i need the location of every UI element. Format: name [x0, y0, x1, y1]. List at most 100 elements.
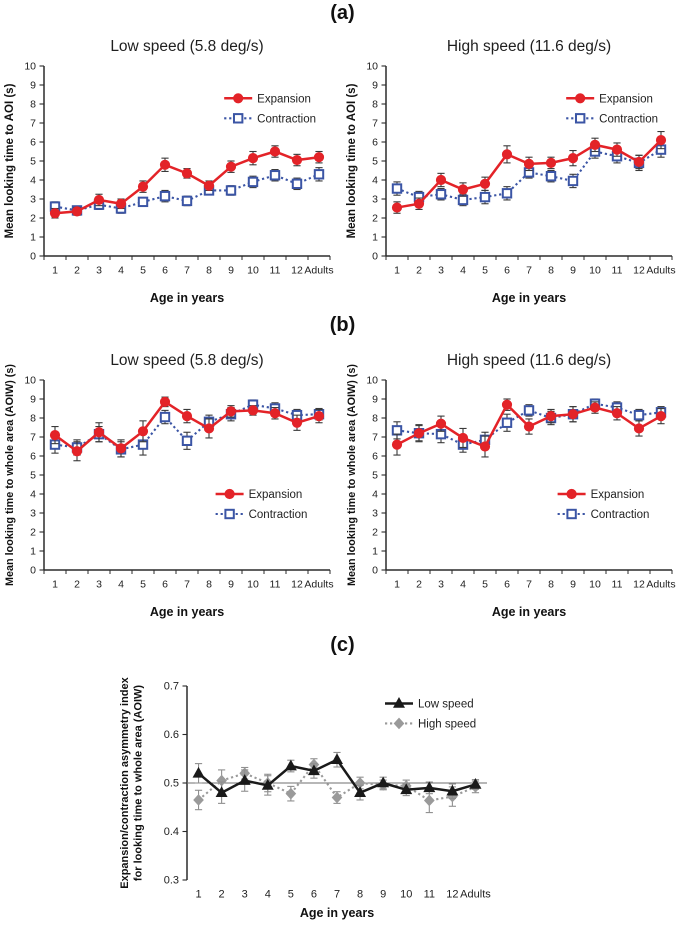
x-tick-label: 8 — [206, 265, 212, 277]
x-axis: 1 2 3 4 5 6 7 8 9 10 11 12 Adults — [195, 889, 491, 901]
x-tick-label: 7 — [184, 579, 190, 591]
circle-marker — [611, 144, 623, 155]
y-tick-label: 4 — [372, 489, 378, 501]
square-marker — [501, 188, 513, 199]
y-tick-label: 6 — [372, 451, 378, 463]
legend: Expansion Contraction — [557, 488, 649, 521]
y-axis: 0 1 2 3 4 5 6 7 8 9 10 — [366, 375, 387, 577]
x-tick-label: 4 — [460, 265, 466, 277]
x-tick-label: 10 — [400, 889, 412, 901]
legend: Expansion Contraction — [224, 93, 316, 125]
circle-marker — [137, 181, 149, 192]
circle-marker — [523, 421, 535, 432]
series-expansion — [49, 396, 325, 462]
svg-text:for looking time to whole area: for looking time to whole area (AOIW) — [133, 685, 145, 882]
y-tick-label: 10 — [24, 61, 36, 73]
y-tick-label: 2 — [372, 213, 378, 225]
y-tick-label: 1 — [372, 546, 378, 558]
square-marker — [225, 185, 237, 196]
y-tick-label: 10 — [24, 375, 36, 387]
x-tick-label: 3 — [96, 265, 102, 277]
circle-marker — [224, 488, 235, 500]
circle-marker — [391, 202, 403, 213]
legend-label: Expansion — [249, 489, 303, 501]
square-marker — [224, 508, 235, 520]
x-tick-label: 11 — [424, 889, 435, 901]
y-tick-label: 3 — [30, 194, 36, 206]
diamond-marker — [423, 794, 435, 807]
x-tick-label: 6 — [311, 889, 317, 901]
chart-box-a-low: Low speed (5.8 deg/s) 0 1 2 3 4 5 6 7 8 9 10 1 2 3 4 5 6 7… — [0, 28, 342, 312]
y-tick-label: 5 — [372, 156, 378, 168]
legend: Low speed High speed — [385, 697, 476, 730]
y-tick-label: 5 — [30, 156, 36, 168]
x-tick-label: 2 — [74, 265, 80, 277]
svg-text:Mean looking time to AOI (s): Mean looking time to AOI (s) — [346, 83, 358, 238]
circle-marker — [457, 432, 469, 444]
circle-marker — [181, 410, 193, 422]
circle-marker — [545, 157, 557, 169]
diamond-marker — [331, 791, 343, 804]
circle-marker — [575, 93, 586, 104]
circle-marker — [181, 168, 193, 179]
x-tick-label: 2 — [416, 265, 422, 277]
y-tick-label: 1 — [30, 232, 36, 244]
y-axis-label: Mean looking time to AOI (s) — [4, 83, 16, 238]
circle-marker — [49, 429, 61, 441]
series-expansion — [49, 145, 325, 219]
y-tick-label: 5 — [372, 470, 378, 482]
x-tick-label: 9 — [228, 579, 234, 591]
y-tick-label: 8 — [372, 413, 378, 425]
x-tick-label: 2 — [74, 579, 80, 591]
y-tick-label: 6 — [30, 451, 36, 463]
svg-text:Mean looking time to whole are: Mean looking time to whole area (AOIW) (… — [4, 364, 16, 586]
legend: Expansion Contraction — [215, 488, 307, 521]
triangle-marker — [261, 778, 274, 790]
circle-marker — [501, 149, 513, 160]
x-tick-label: 3 — [438, 265, 444, 277]
x-tick-label: 8 — [548, 265, 554, 277]
x-tick-label: 9 — [570, 265, 576, 277]
diamond-marker — [393, 717, 405, 730]
legend-label: Contraction — [257, 113, 316, 125]
series-contraction — [391, 141, 667, 207]
circle-marker — [159, 396, 171, 407]
circle-marker — [633, 423, 645, 434]
x-tick-label: 4 — [460, 579, 466, 591]
y-tick-label: 6 — [372, 137, 378, 149]
x-tick-label: 1 — [394, 265, 400, 277]
y-tick-label: 7 — [30, 432, 36, 444]
y-tick-label: 0.7 — [164, 681, 179, 693]
x-axis-label: Age in years — [492, 605, 566, 619]
x-tick-label: 11 — [612, 579, 623, 591]
chart-title: High speed (11.6 deg/s) — [447, 352, 611, 369]
x-tick-label: 12 — [446, 889, 458, 901]
circle-marker — [269, 408, 281, 419]
series-contraction — [49, 399, 325, 458]
circle-marker — [313, 152, 325, 163]
y-tick-label: 0.5 — [164, 778, 179, 790]
panel-c: 0.3 0.4 0.5 0.6 0.7 1 2 3 4 5 6 7 8 9 10 11 12 Adults Low … — [112, 660, 572, 929]
x-tick-label: 6 — [504, 579, 510, 591]
y-tick-label: 4 — [30, 489, 36, 501]
circle-marker — [93, 194, 105, 206]
circle-marker — [115, 198, 127, 209]
triangle-marker — [400, 783, 413, 795]
panel-a: Low speed (5.8 deg/s) 0 1 2 3 4 5 6 7 8 9 10 1 2 3 4 5 6 7… — [0, 28, 685, 312]
triangle-marker — [423, 781, 436, 793]
triangle-marker — [446, 784, 459, 796]
circle-marker — [71, 206, 83, 217]
x-tick-label: 8 — [548, 579, 554, 591]
legend-label: High speed — [418, 718, 476, 730]
x-axis-label: Age in years — [492, 291, 566, 305]
circle-marker — [71, 446, 83, 457]
triangle-marker — [307, 764, 320, 776]
circle-marker — [479, 441, 491, 452]
square-marker — [457, 194, 469, 206]
y-axis-label: Mean looking time to AOI (s) — [346, 83, 358, 238]
circle-marker — [93, 427, 105, 438]
circle-marker — [233, 93, 244, 104]
x-tick-label: 2 — [416, 579, 422, 591]
triangle-marker — [192, 766, 205, 778]
